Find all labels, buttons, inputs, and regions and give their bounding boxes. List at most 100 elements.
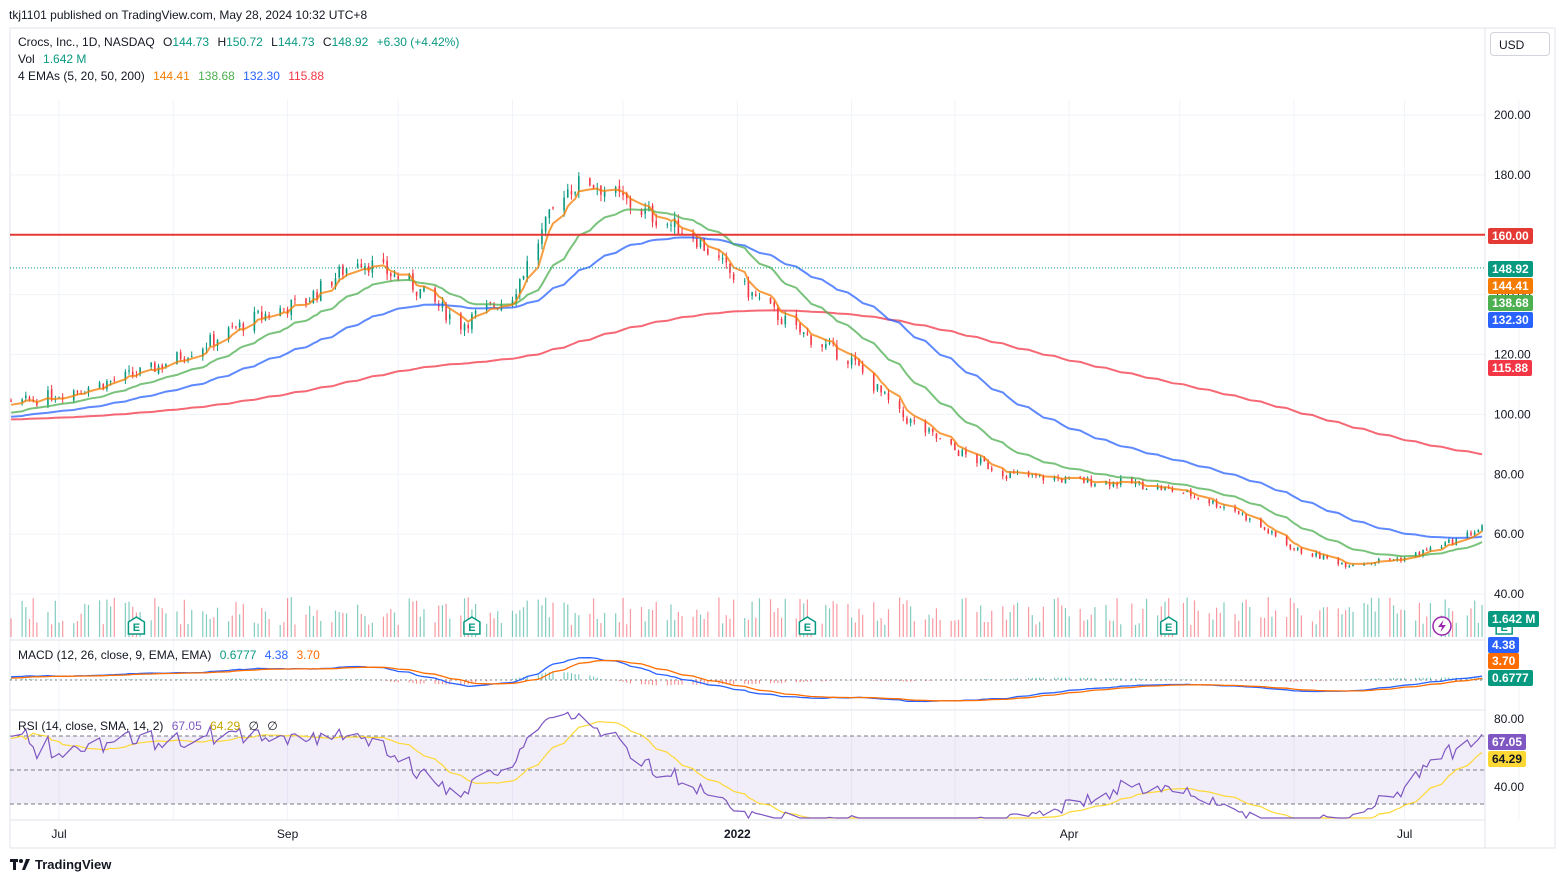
- volume-bar: [744, 618, 746, 637]
- candle-body: [537, 243, 540, 261]
- volume-bar: [1315, 624, 1317, 637]
- rsi-legend[interactable]: RSI (14, close, SMA, 14, 2) 67.05 64.29 …: [18, 719, 283, 733]
- candle-body: [850, 357, 853, 365]
- volume-bar: [537, 599, 539, 637]
- volume-bar: [1079, 608, 1081, 637]
- macd-legend[interactable]: MACD (12, 26, close, 9, EMA, EMA) 0.6777…: [18, 648, 325, 662]
- volume-bar: [87, 604, 90, 637]
- volume-bar: [1415, 620, 1417, 637]
- volume-bar: [729, 618, 731, 637]
- ema200-value: 115.88: [288, 69, 325, 83]
- candle-body: [235, 326, 237, 328]
- volume-bar: [722, 623, 724, 637]
- volume-bar: [777, 607, 779, 637]
- price-axis[interactable]: 200.00180.00160.00140.00120.00100.0080.0…: [1494, 108, 1531, 794]
- candle-body: [703, 238, 705, 251]
- candle-body: [467, 324, 470, 329]
- candle-body: [1293, 548, 1295, 550]
- volume-bar: [910, 606, 912, 637]
- candle-body: [589, 178, 591, 186]
- volume-bar: [216, 607, 219, 637]
- candle-body: [563, 197, 565, 211]
- price-tick-label: 40.00: [1494, 587, 1524, 601]
- symbol-name[interactable]: Crocs, Inc., 1D, NASDAQ: [18, 35, 155, 49]
- tradingview-brand[interactable]: TradingView: [10, 857, 111, 872]
- volume-bar: [1477, 622, 1479, 637]
- candle-body: [876, 384, 879, 390]
- volume-bar: [751, 601, 753, 637]
- volume-bar: [858, 608, 860, 637]
- ema200-line: [11, 309, 1483, 456]
- rsi-line: [10, 711, 1483, 820]
- volume-bar: [441, 605, 444, 637]
- volume-bar: [618, 622, 620, 637]
- volume-bar: [887, 609, 890, 637]
- volume-bar: [1086, 619, 1089, 637]
- volume-bar: [511, 610, 514, 637]
- volume-bar: [161, 608, 163, 637]
- volume-bar: [191, 609, 193, 637]
- candle-body: [209, 335, 211, 347]
- volume-bar: [648, 609, 650, 637]
- time-axis[interactable]: JulSep2022AprJulSep2023AprJulSep2024AprJ…: [51, 827, 1565, 841]
- macd-signal-price-label: 3.70: [1488, 653, 1520, 669]
- candle-body: [1223, 506, 1225, 508]
- currency-button[interactable]: USD: [1490, 32, 1550, 56]
- volume-bar: [1470, 608, 1472, 637]
- volume-bar: [795, 618, 797, 637]
- volume-bar: [592, 598, 595, 637]
- candle-body: [360, 263, 363, 268]
- candle-body: [1322, 555, 1325, 560]
- candle-body: [699, 239, 702, 248]
- candle-body: [729, 263, 731, 273]
- rsi-value: 67.05: [171, 719, 202, 733]
- volume-bar: [983, 621, 985, 637]
- candle-body: [987, 462, 989, 469]
- volume-bar: [880, 618, 882, 637]
- candle-body: [1053, 477, 1056, 480]
- volume-legend[interactable]: Vol 1.642 M: [18, 52, 91, 66]
- candle-body: [1315, 552, 1317, 557]
- price-tick-label: 80.00: [1494, 467, 1524, 481]
- volume-bar: [202, 611, 204, 637]
- volume-bar: [932, 618, 934, 637]
- candle-body: [139, 367, 141, 375]
- symbol-legend[interactable]: Crocs, Inc., 1D, NASDAQ O144.73 H150.72 …: [18, 35, 464, 49]
- volume-bar: [320, 620, 322, 637]
- candle-body: [913, 420, 916, 422]
- volume-bar: [1337, 608, 1339, 637]
- earnings-marker-icon: E: [127, 616, 146, 635]
- chart-frame: [9, 27, 1556, 849]
- candle-body: [308, 300, 311, 302]
- volume-bar: [681, 616, 683, 637]
- candle-body: [179, 352, 182, 360]
- earnings-marker-icon: E: [463, 616, 481, 635]
- tradingview-logo-icon: [10, 858, 30, 870]
- ema-label: 4 EMAs (5, 20, 50, 200): [18, 69, 145, 83]
- volume-bar: [106, 599, 108, 637]
- time-tick-label: Apr: [1060, 827, 1079, 841]
- volume-bar: [1352, 611, 1354, 637]
- candle-body: [570, 191, 573, 195]
- candle-body: [1337, 558, 1340, 565]
- candle-body: [861, 365, 864, 373]
- lightning-icon[interactable]: [1432, 616, 1452, 636]
- volume-bar: [382, 616, 385, 637]
- time-tick-label: Sep: [277, 827, 299, 841]
- candle-body: [1429, 547, 1432, 551]
- volume-bar: [1053, 599, 1055, 637]
- volume-bar: [1186, 597, 1188, 637]
- rsi-extra-2: ∅: [267, 719, 278, 733]
- volume-bar: [696, 609, 698, 637]
- candle-body: [828, 342, 831, 344]
- volume-bar: [157, 606, 160, 637]
- macd-line: [11, 657, 1483, 703]
- volume-bar: [467, 597, 469, 637]
- candle-body: [98, 382, 101, 389]
- candle-body: [448, 314, 451, 320]
- candle-body: [1300, 547, 1303, 554]
- volume-bar: [438, 605, 440, 637]
- volume-bar: [264, 611, 267, 637]
- ema-legend[interactable]: 4 EMAs (5, 20, 50, 200) 144.41 138.68 13…: [18, 69, 329, 83]
